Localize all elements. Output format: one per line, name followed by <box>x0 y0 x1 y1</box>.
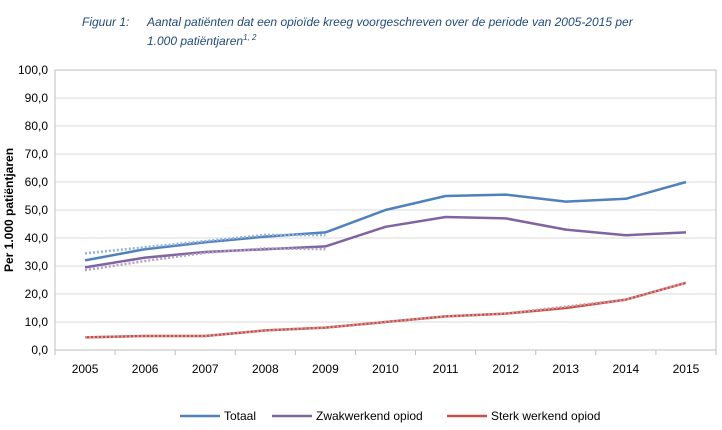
x-tick-label: 2008 <box>252 362 279 376</box>
y-tick-label: 30,0 <box>25 259 49 273</box>
y-tick-label: 70,0 <box>25 147 49 161</box>
series-lines <box>84 180 687 339</box>
x-axis-ticks: 2005 2006 2007 2008 2009 2010 2011 2012 2013 2014… <box>54 350 717 376</box>
figure-caption-superscript: 1, 2 <box>243 33 257 42</box>
y-axis-ticks: 0,0 10,0 20,0 30,0 40,0 50,0 60,0 70,0 80,0 90,0 1… <box>18 63 48 357</box>
y-axis-label: Per 1.000 patiëntjaren <box>2 148 16 272</box>
x-tick-label: 2006 <box>132 362 159 376</box>
x-tick-label: 2014 <box>613 362 640 376</box>
series-trendline <box>84 247 326 272</box>
series-line <box>84 281 687 339</box>
y-tick-label: 90,0 <box>25 91 49 105</box>
y-tick-label: 50,0 <box>25 203 49 217</box>
y-tick-label: 80,0 <box>25 119 49 133</box>
series-line <box>84 180 687 262</box>
x-tick-label: 2007 <box>192 362 219 376</box>
gridlines <box>55 69 716 323</box>
y-tick-label: 60,0 <box>25 175 49 189</box>
series-trendline <box>84 281 687 339</box>
legend-entry: Zwakwerkend opiod <box>316 409 423 423</box>
legend-entry: Totaal <box>224 409 256 423</box>
plot-area-border <box>54 69 717 351</box>
y-tick-label: 10,0 <box>25 315 49 329</box>
x-tick-label: 2009 <box>312 362 339 376</box>
x-tick-label: 2015 <box>673 362 700 376</box>
x-tick-label: 2011 <box>433 362 459 376</box>
y-tick-label: 40,0 <box>25 231 49 245</box>
figure-caption-line1: Aantal patiënten dat een opioïde kreeg v… <box>146 15 634 29</box>
legend: Totaal Zwakwerkend opiod Sterk werkend opi… <box>180 409 600 423</box>
series-trendline <box>84 233 326 255</box>
x-tick-label: 2013 <box>552 362 579 376</box>
figure-caption-line2-group: 1.000 patiëntjaren1, 2 <box>147 33 257 48</box>
series-line <box>84 215 687 269</box>
x-tick-label: 2005 <box>72 362 99 376</box>
x-tick-label: 2010 <box>372 362 399 376</box>
x-tick-label: 2012 <box>492 362 519 376</box>
y-tick-label: 20,0 <box>25 287 49 301</box>
legend-entry: Sterk werkend opiod <box>491 409 600 423</box>
figure-caption-line2: 1.000 patiëntjaren <box>147 34 243 48</box>
figure-label: Figuur 1: <box>82 15 129 29</box>
y-tick-label: 0,0 <box>31 343 48 357</box>
y-tick-label: 100,0 <box>18 63 48 77</box>
